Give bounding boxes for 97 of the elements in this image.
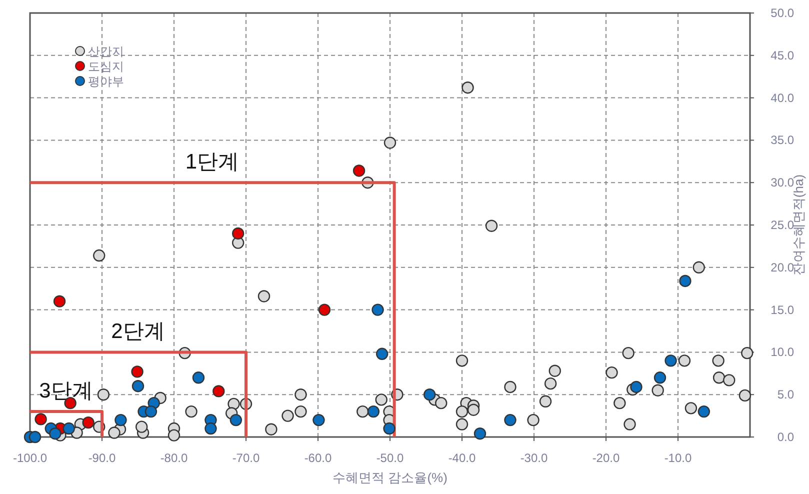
x-tick-label: -70.0 (232, 451, 260, 465)
point (741, 346, 754, 360)
y-tick-label: 0.0 (777, 430, 794, 444)
point (504, 414, 516, 426)
point (544, 377, 557, 390)
point (372, 304, 384, 316)
point (485, 220, 498, 232)
point (212, 385, 225, 398)
point (738, 389, 752, 402)
point (108, 426, 120, 439)
y-tick-label: 10.0 (770, 345, 794, 360)
y-tick-label: 40.0 (770, 90, 794, 105)
point (375, 394, 388, 406)
point (49, 428, 62, 440)
point (652, 384, 664, 396)
point (424, 388, 436, 401)
point (62, 422, 75, 435)
point (144, 405, 158, 418)
point (168, 429, 180, 442)
annotation: 1단계 (185, 150, 239, 174)
point (723, 374, 736, 386)
point (712, 372, 726, 384)
point (435, 396, 448, 410)
point (352, 164, 366, 177)
point (622, 346, 634, 360)
point (624, 418, 636, 430)
legend-label: 평야부 (88, 74, 124, 88)
point (376, 348, 388, 360)
point (698, 405, 710, 418)
point (630, 380, 642, 394)
y-tick-label: 20.0 (770, 260, 794, 274)
y-tick-label: 35.0 (770, 133, 794, 148)
y-tick-label: 25.0 (770, 218, 794, 232)
annotation: 3단계 (39, 380, 93, 403)
point (456, 354, 468, 367)
y-tick-label: 15.0 (770, 302, 794, 317)
point (456, 418, 468, 430)
point (539, 395, 552, 408)
point (384, 136, 396, 149)
point (462, 82, 474, 94)
y-tick-label: 45.0 (770, 48, 794, 62)
x-tick-label: -80.0 (160, 451, 188, 465)
point (356, 405, 369, 418)
x-tick-label: -90.0 (88, 451, 116, 465)
point (34, 413, 47, 426)
point (185, 405, 198, 418)
point (93, 249, 106, 262)
point (474, 428, 486, 440)
x-tick-label: -50.0 (376, 451, 404, 465)
point (548, 364, 561, 377)
legend-label: 도심지 (88, 60, 124, 74)
point (192, 372, 205, 384)
point (294, 388, 307, 401)
point (82, 416, 94, 429)
x-tick-label: -100.0 (12, 451, 48, 465)
x-axis-title: 수혜면적 감소율(%) (332, 470, 448, 485)
point (294, 405, 307, 418)
point (367, 405, 380, 418)
x-tick-label: -30.0 (520, 451, 548, 465)
point (230, 414, 242, 426)
point (312, 414, 325, 426)
point (132, 380, 144, 392)
point (606, 366, 618, 379)
point (692, 261, 705, 274)
point (258, 290, 270, 302)
point (712, 354, 724, 367)
point (232, 227, 244, 240)
annotation: 2단계 (111, 320, 165, 344)
point (684, 402, 698, 414)
point (679, 274, 692, 288)
point (456, 405, 468, 418)
point (614, 396, 626, 410)
point (678, 354, 691, 367)
point (28, 430, 42, 444)
point (664, 354, 677, 367)
point (467, 404, 480, 416)
y-tick-label: 50.0 (770, 6, 794, 20)
point (53, 295, 66, 308)
point (383, 422, 396, 435)
y-tick-label: 30.0 (770, 176, 794, 190)
point (654, 372, 666, 384)
point (265, 423, 278, 436)
legend-label: 산간지 (88, 44, 124, 58)
x-tick-label: -40.0 (448, 451, 476, 465)
x-tick-label: -10.0 (664, 451, 692, 465)
point (504, 380, 516, 394)
point (318, 304, 331, 316)
point (131, 366, 144, 378)
point (204, 422, 217, 435)
point (97, 388, 110, 401)
y-tick-label: 5.0 (777, 388, 794, 402)
point (114, 414, 127, 426)
point (136, 420, 148, 433)
point (282, 410, 294, 422)
x-tick-label: -20.0 (592, 451, 620, 465)
point (527, 414, 540, 426)
x-tick-label: -60.0 (304, 451, 332, 465)
